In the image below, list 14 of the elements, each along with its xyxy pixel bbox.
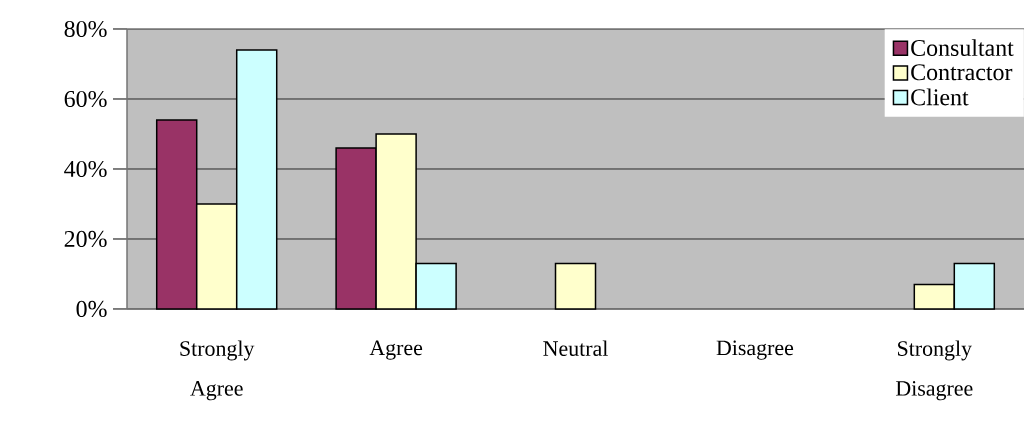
legend-label: Client <box>911 88 969 106</box>
x-tick-label: Agree <box>369 340 423 360</box>
x-tick-label: Neutral <box>543 340 608 356</box>
x-tick-label: Strongly Disagree <box>895 340 973 401</box>
y-tick-label: 60% <box>64 90 107 108</box>
legend-label: Contractor <box>911 64 1013 81</box>
y-tick-label: 20% <box>64 230 107 248</box>
y-tick-label: 40% <box>64 160 107 178</box>
bar <box>554 262 597 310</box>
y-tick-label: 80% <box>64 20 107 38</box>
x-tick-label: Disagree <box>716 340 794 360</box>
y-tick-label: 0% <box>76 300 107 318</box>
legend-label: Consultant <box>911 39 1014 57</box>
x-tick-label: Strongly Agree <box>180 340 255 401</box>
